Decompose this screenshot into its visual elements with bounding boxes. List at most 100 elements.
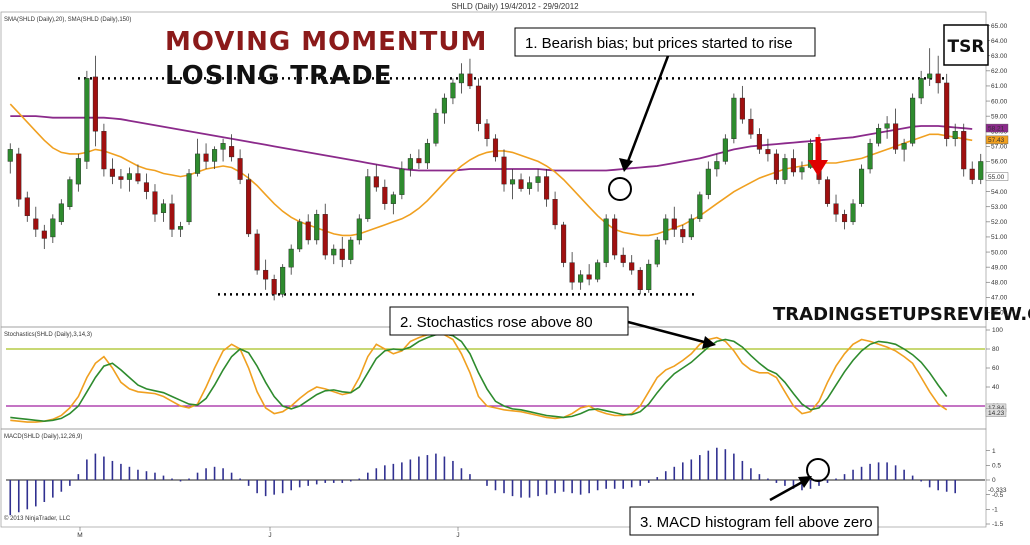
callout-1-text: 1. Bearish bias; but prices started to r…: [525, 35, 793, 52]
stoch-tick-label: 80: [992, 346, 1000, 353]
bull-candle-body: [331, 248, 337, 256]
tsr-logo: TSR: [948, 37, 985, 57]
bear-candle-body: [246, 179, 252, 235]
bear-candle-body: [203, 153, 209, 162]
bear-candle-body: [492, 138, 499, 158]
price-tick-label: 52.00: [991, 219, 1008, 226]
callout-2-box: [389, 306, 629, 336]
callout-2-text: 2. Stochastics rose above 80: [400, 314, 593, 331]
bull-candle-body: [688, 218, 694, 238]
bull-candle-body: [280, 266, 286, 295]
callout-2-arrowhead: [702, 336, 716, 349]
bear-candle-body: [824, 179, 831, 204]
bull-candle-body: [859, 168, 865, 204]
bear-candle-body: [237, 158, 243, 180]
bull-candle-body: [697, 194, 703, 220]
bull-candle-body: [50, 218, 56, 238]
bull-candle-body: [84, 78, 90, 162]
stoch-tick-label: 40: [992, 384, 1000, 391]
bear-candle-body: [41, 230, 47, 239]
bear-candle-body: [629, 262, 635, 271]
bull-candle-body: [297, 221, 303, 250]
price-tick-label: 63.00: [991, 53, 1008, 60]
bull-candle-body: [458, 73, 464, 84]
price-tick-label: 60.00: [991, 98, 1008, 105]
bull-candle-body: [714, 161, 720, 170]
bear-candle-body: [143, 182, 150, 192]
price-tag-box: [985, 135, 1009, 145]
bear-candle-body: [271, 279, 277, 295]
macd-panel-frame: [0, 428, 987, 528]
bear-candle-body: [109, 168, 115, 177]
bear-candle-body: [254, 233, 260, 271]
bear-candle-body: [765, 149, 771, 155]
bull-candle-body: [75, 158, 81, 185]
price-tick-label: 61.00: [991, 83, 1008, 90]
callout-1-box: [514, 27, 816, 57]
bear-candle-body: [612, 218, 618, 256]
price-tick-label: 59.00: [991, 113, 1008, 120]
copyright-text: © 2013 NinjaTrader, LLC: [4, 515, 71, 522]
bear-candle-body: [561, 224, 567, 263]
callout-3-circle: [806, 458, 830, 482]
price-tick-label: 62.00: [991, 68, 1008, 75]
price-tick-label: 65.00: [991, 23, 1008, 30]
bull-candle-body: [441, 97, 447, 114]
bull-candle-body: [578, 274, 584, 283]
bear-candle-body: [961, 131, 967, 170]
bull-candle-body: [509, 179, 516, 185]
macd-bars-group: [9, 447, 957, 516]
bear-candle-body: [475, 85, 482, 124]
bull-candle-body: [424, 143, 430, 164]
bear-candle-body: [739, 97, 745, 120]
bear-candle-body: [935, 73, 941, 84]
stoch-levels-group: [6, 348, 985, 407]
price-tag-box: [985, 123, 1009, 133]
bull-candle-body: [220, 143, 226, 150]
bear-candle-body: [969, 168, 975, 180]
bull-candle-body: [850, 203, 856, 223]
bear-candle-body: [484, 123, 490, 139]
bull-candle-body: [595, 262, 601, 280]
tsr-logo-box: [943, 24, 989, 66]
bear-candle-body: [569, 262, 575, 283]
macd-tick-label: -1.5: [992, 521, 1004, 528]
price-indicator-label: SMA(SHLD (Daily),20), SMA(SHLD (Daily),1…: [4, 17, 131, 23]
sma150-line-group: [10, 115, 973, 172]
stoch-tag-label: 14.23: [988, 410, 1005, 417]
bull-candle-body: [160, 203, 167, 213]
price-tick-label: 51.00: [991, 234, 1008, 241]
x-axis-label: J: [456, 532, 459, 539]
macd-tick-label: 1: [992, 448, 996, 455]
x-axis-label: M: [77, 532, 82, 539]
bull-candle-body: [646, 263, 652, 291]
sma150-line: [10, 115, 973, 172]
macd-tick-label: 0.5: [992, 463, 1001, 470]
bull-candle-body: [177, 226, 184, 230]
bear-candle-body: [92, 76, 98, 132]
bear-candle-body: [382, 186, 388, 204]
bear-candle-body: [16, 153, 22, 200]
macd-indicator-label: MACD(SHLD (Daily),12,26,9): [4, 434, 82, 440]
price-tag-label: 57.43: [988, 137, 1005, 144]
bear-candle-body: [135, 173, 141, 182]
bear-candle-body: [893, 123, 899, 150]
bear-candle-body: [944, 82, 950, 139]
bear-candle-body: [305, 221, 311, 241]
candles-group: [7, 48, 984, 301]
bull-candle-body: [722, 138, 728, 162]
callout-3-box: [629, 506, 879, 536]
bull-candle-body: [782, 158, 788, 180]
bull-candle-body: [705, 168, 711, 195]
bull-candle-body: [7, 149, 13, 162]
bear-candle-body: [773, 153, 779, 180]
bear-candle-body: [373, 176, 379, 188]
bull-candle-body: [527, 182, 533, 189]
bull-candle-body: [731, 97, 737, 139]
bear-candle-body: [756, 134, 762, 150]
price-tag-box: [985, 172, 1009, 181]
price-tick-label: 47.00: [991, 295, 1008, 302]
bull-candle-body: [186, 173, 192, 223]
